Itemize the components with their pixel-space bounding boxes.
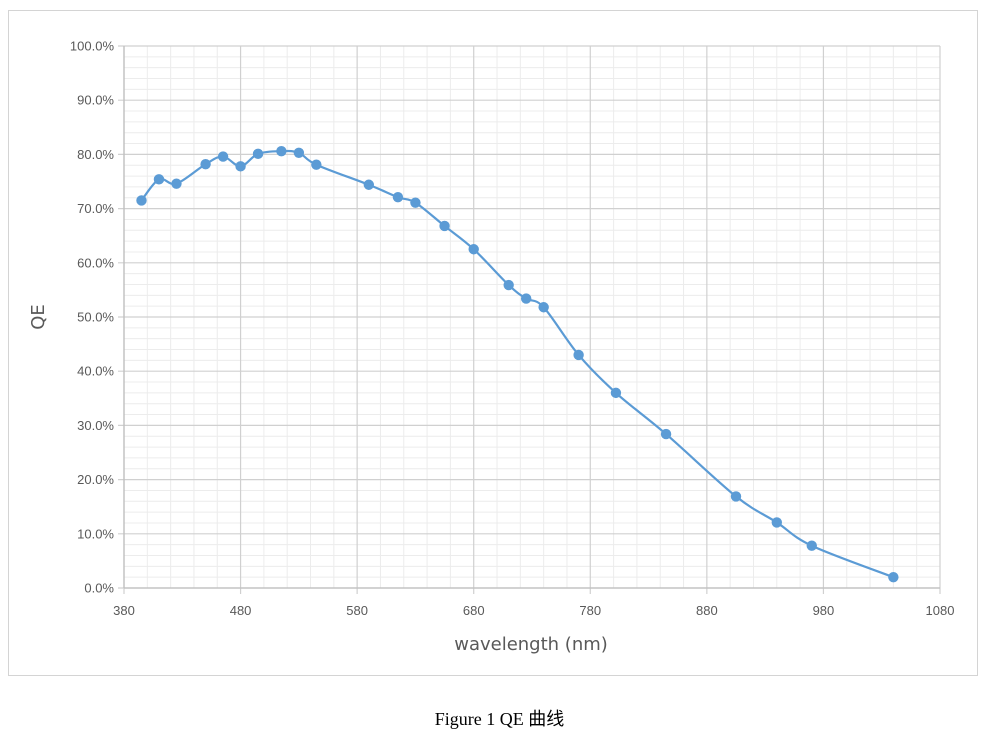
- y-axis-title: QE: [28, 304, 49, 330]
- qe-data-point: [730, 491, 742, 502]
- x-tick-label: 780: [579, 603, 601, 618]
- y-tick-label: 100.0%: [70, 39, 115, 54]
- chart-frame: [8, 10, 978, 676]
- qe-data-point: [520, 293, 532, 304]
- x-tick-label: 980: [813, 603, 835, 618]
- qe-data-point: [293, 147, 305, 158]
- qe-chart: 380 480 580 680 780 880 980 1080 0.0% 10.0% 20.0%…: [28, 39, 954, 656]
- series-layer: [136, 145, 899, 583]
- y-tick-labels: 0.0% 10.0% 20.0% 30.0% 40.0% 50.0% 60.0% 70.0% 8…: [70, 39, 115, 596]
- y-tick-label: 10.0%: [77, 526, 114, 541]
- figure-caption: Figure 1 QE 曲线: [434, 709, 565, 729]
- x-axis-title: wavelength (nm): [454, 634, 608, 655]
- axes: [123, 46, 940, 589]
- x-tick-label: 480: [230, 603, 252, 618]
- x-tick-label: 680: [463, 603, 485, 618]
- x-tick-label: 1080: [926, 603, 955, 618]
- x-tick-label: 880: [696, 603, 718, 618]
- qe-data-point: [538, 302, 549, 313]
- qe-data-point: [610, 387, 622, 399]
- qe-data-point: [153, 174, 165, 185]
- y-tick-label: 0.0%: [84, 581, 114, 596]
- y-tick-label: 20.0%: [77, 472, 114, 487]
- qe-data-point: [136, 195, 147, 206]
- y-tick-label: 90.0%: [77, 93, 114, 108]
- x-tick-label: 580: [346, 603, 368, 618]
- qe-data-point: [171, 178, 182, 189]
- y-tick-label: 40.0%: [77, 364, 114, 379]
- y-tick-label: 70.0%: [77, 201, 114, 216]
- y-tick-label: 30.0%: [77, 418, 114, 433]
- qe-data-point: [468, 244, 479, 255]
- qe-data-point: [410, 197, 421, 208]
- qe-data-point: [806, 540, 817, 551]
- qe-data-point: [311, 159, 322, 170]
- x-tick-labels: 380 480 580 680 780 880 980 1080: [113, 603, 954, 618]
- qe-data-point: [392, 192, 404, 203]
- qe-data-point: [503, 279, 514, 291]
- qe-series-line: [140, 149, 894, 579]
- qe-data-point: [252, 148, 264, 160]
- y-tick-label: 50.0%: [77, 310, 114, 325]
- qe-data-point: [439, 220, 450, 232]
- qe-data-point: [217, 151, 229, 162]
- qe-data-point: [888, 571, 899, 583]
- qe-data-point: [660, 428, 672, 440]
- qe-data-point: [276, 145, 287, 157]
- qe-data-point: [200, 158, 211, 170]
- qe-data-point: [573, 349, 584, 361]
- qe-data-point: [235, 161, 246, 172]
- qe-data-point: [363, 179, 374, 190]
- x-tick-label: 380: [113, 603, 135, 618]
- qe-data-point: [771, 517, 782, 528]
- y-tick-label: 60.0%: [77, 255, 114, 270]
- y-tick-label: 80.0%: [77, 147, 114, 162]
